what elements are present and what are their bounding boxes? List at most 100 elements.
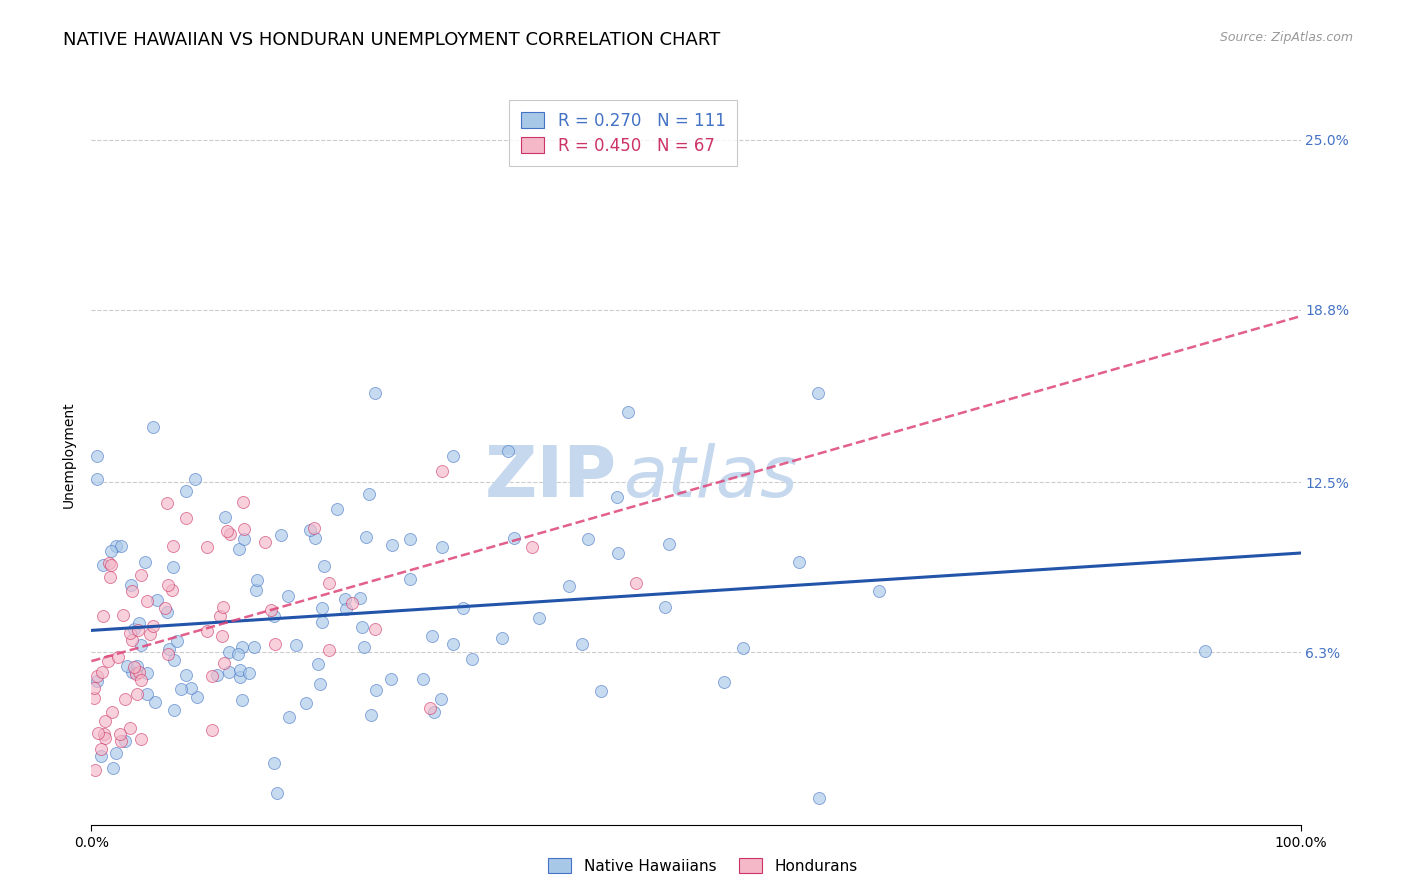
Point — [93, 714, 115, 729]
Point — [238, 666, 260, 681]
Y-axis label: Unemployment: Unemployment — [62, 401, 76, 508]
Point — [91, 558, 114, 572]
Point — [607, 546, 630, 560]
Point — [156, 496, 179, 510]
Point — [311, 615, 333, 629]
Point — [349, 591, 371, 605]
Point — [115, 658, 138, 673]
Point — [145, 592, 167, 607]
Point — [658, 537, 681, 551]
Point — [129, 638, 152, 652]
Point — [318, 575, 340, 590]
Point — [83, 690, 105, 705]
Point — [326, 502, 349, 516]
Text: Source: ZipAtlas.com: Source: ZipAtlas.com — [1219, 31, 1353, 45]
Point — [128, 615, 150, 630]
Point — [108, 726, 131, 740]
Point — [127, 623, 149, 637]
Point — [868, 583, 890, 598]
Point — [419, 701, 441, 715]
Point — [441, 637, 464, 651]
Point — [731, 641, 754, 656]
Point — [441, 449, 464, 463]
Point — [97, 556, 120, 570]
Point — [307, 657, 329, 671]
Point — [91, 665, 114, 679]
Point — [359, 486, 381, 500]
Point — [100, 543, 122, 558]
Point — [186, 690, 208, 704]
Point — [125, 667, 148, 681]
Point — [93, 727, 115, 741]
Point — [129, 673, 152, 688]
Point — [86, 472, 108, 486]
Point — [285, 638, 308, 652]
Point — [353, 640, 375, 654]
Point — [807, 386, 830, 401]
Point — [589, 683, 612, 698]
Point — [503, 531, 526, 545]
Point — [211, 629, 233, 643]
Point — [432, 465, 454, 479]
Point — [218, 527, 240, 541]
Point — [125, 658, 148, 673]
Point — [118, 625, 141, 640]
Point — [233, 532, 256, 546]
Point — [229, 670, 252, 684]
Point — [214, 657, 236, 671]
Point — [520, 540, 543, 554]
Point — [461, 651, 484, 665]
Point — [118, 721, 141, 735]
Point — [114, 734, 136, 748]
Point — [156, 647, 179, 661]
Point — [122, 622, 145, 636]
Point — [571, 637, 593, 651]
Point — [121, 665, 143, 680]
Point — [713, 675, 735, 690]
Point — [1194, 644, 1216, 658]
Point — [86, 449, 108, 463]
Point — [266, 786, 288, 800]
Point — [318, 643, 340, 657]
Point — [91, 609, 114, 624]
Point — [277, 710, 299, 724]
Point — [110, 734, 132, 748]
Point — [451, 601, 474, 615]
Text: ZIP: ZIP — [485, 442, 617, 512]
Point — [270, 527, 292, 541]
Point — [131, 567, 153, 582]
Point — [201, 669, 224, 683]
Point — [124, 660, 146, 674]
Point — [121, 633, 143, 648]
Point — [263, 609, 285, 624]
Point — [94, 731, 117, 745]
Point — [557, 579, 579, 593]
Point — [212, 600, 235, 615]
Point — [243, 640, 266, 654]
Point — [176, 668, 198, 682]
Point — [174, 511, 197, 525]
Point — [120, 577, 142, 591]
Point — [110, 539, 132, 553]
Point — [366, 683, 388, 698]
Legend: Native Hawaiians, Hondurans: Native Hawaiians, Hondurans — [543, 852, 863, 880]
Point — [90, 742, 112, 756]
Text: NATIVE HAWAIIAN VS HONDURAN UNEMPLOYMENT CORRELATION CHART: NATIVE HAWAIIAN VS HONDURAN UNEMPLOYMENT… — [63, 31, 720, 49]
Point — [229, 664, 252, 678]
Point — [412, 672, 434, 686]
Point — [134, 555, 156, 569]
Point — [399, 572, 422, 586]
Point — [103, 761, 125, 775]
Point — [304, 531, 326, 545]
Point — [380, 672, 402, 686]
Point — [335, 602, 357, 616]
Point — [264, 637, 287, 651]
Point — [226, 647, 249, 661]
Point — [163, 652, 186, 666]
Point — [142, 619, 165, 633]
Point — [214, 509, 236, 524]
Point — [787, 555, 810, 569]
Point — [304, 521, 326, 535]
Point — [363, 623, 385, 637]
Point — [87, 726, 110, 740]
